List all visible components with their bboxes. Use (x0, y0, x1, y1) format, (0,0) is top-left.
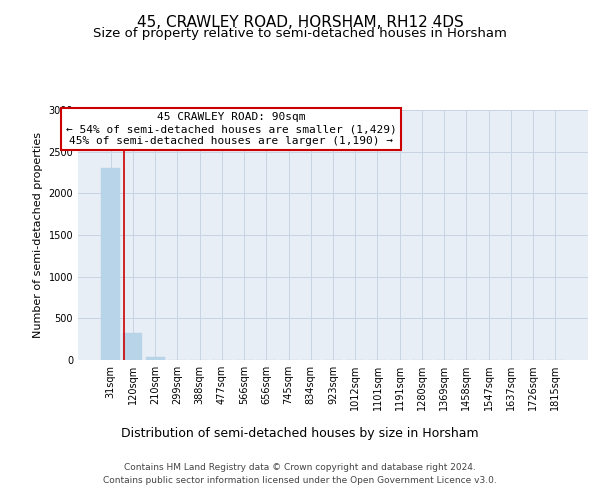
Text: 45 CRAWLEY ROAD: 90sqm
← 54% of semi-detached houses are smaller (1,429)
45% of : 45 CRAWLEY ROAD: 90sqm ← 54% of semi-det… (65, 112, 397, 146)
Bar (101, 168, 120, 360)
Y-axis label: Number of semi-detached properties: Number of semi-detached properties (33, 132, 43, 338)
Text: Contains public sector information licensed under the Open Government Licence v3: Contains public sector information licen… (103, 476, 497, 485)
Text: Size of property relative to semi-detached houses in Horsham: Size of property relative to semi-detach… (93, 28, 507, 40)
Text: Distribution of semi-detached houses by size in Horsham: Distribution of semi-detached houses by … (121, 428, 479, 440)
Text: 45, CRAWLEY ROAD, HORSHAM, RH12 4DS: 45, CRAWLEY ROAD, HORSHAM, RH12 4DS (137, 15, 463, 30)
Text: Contains HM Land Registry data © Crown copyright and database right 2024.: Contains HM Land Registry data © Crown c… (124, 462, 476, 471)
Bar (124, 332, 142, 360)
Bar (146, 356, 164, 360)
